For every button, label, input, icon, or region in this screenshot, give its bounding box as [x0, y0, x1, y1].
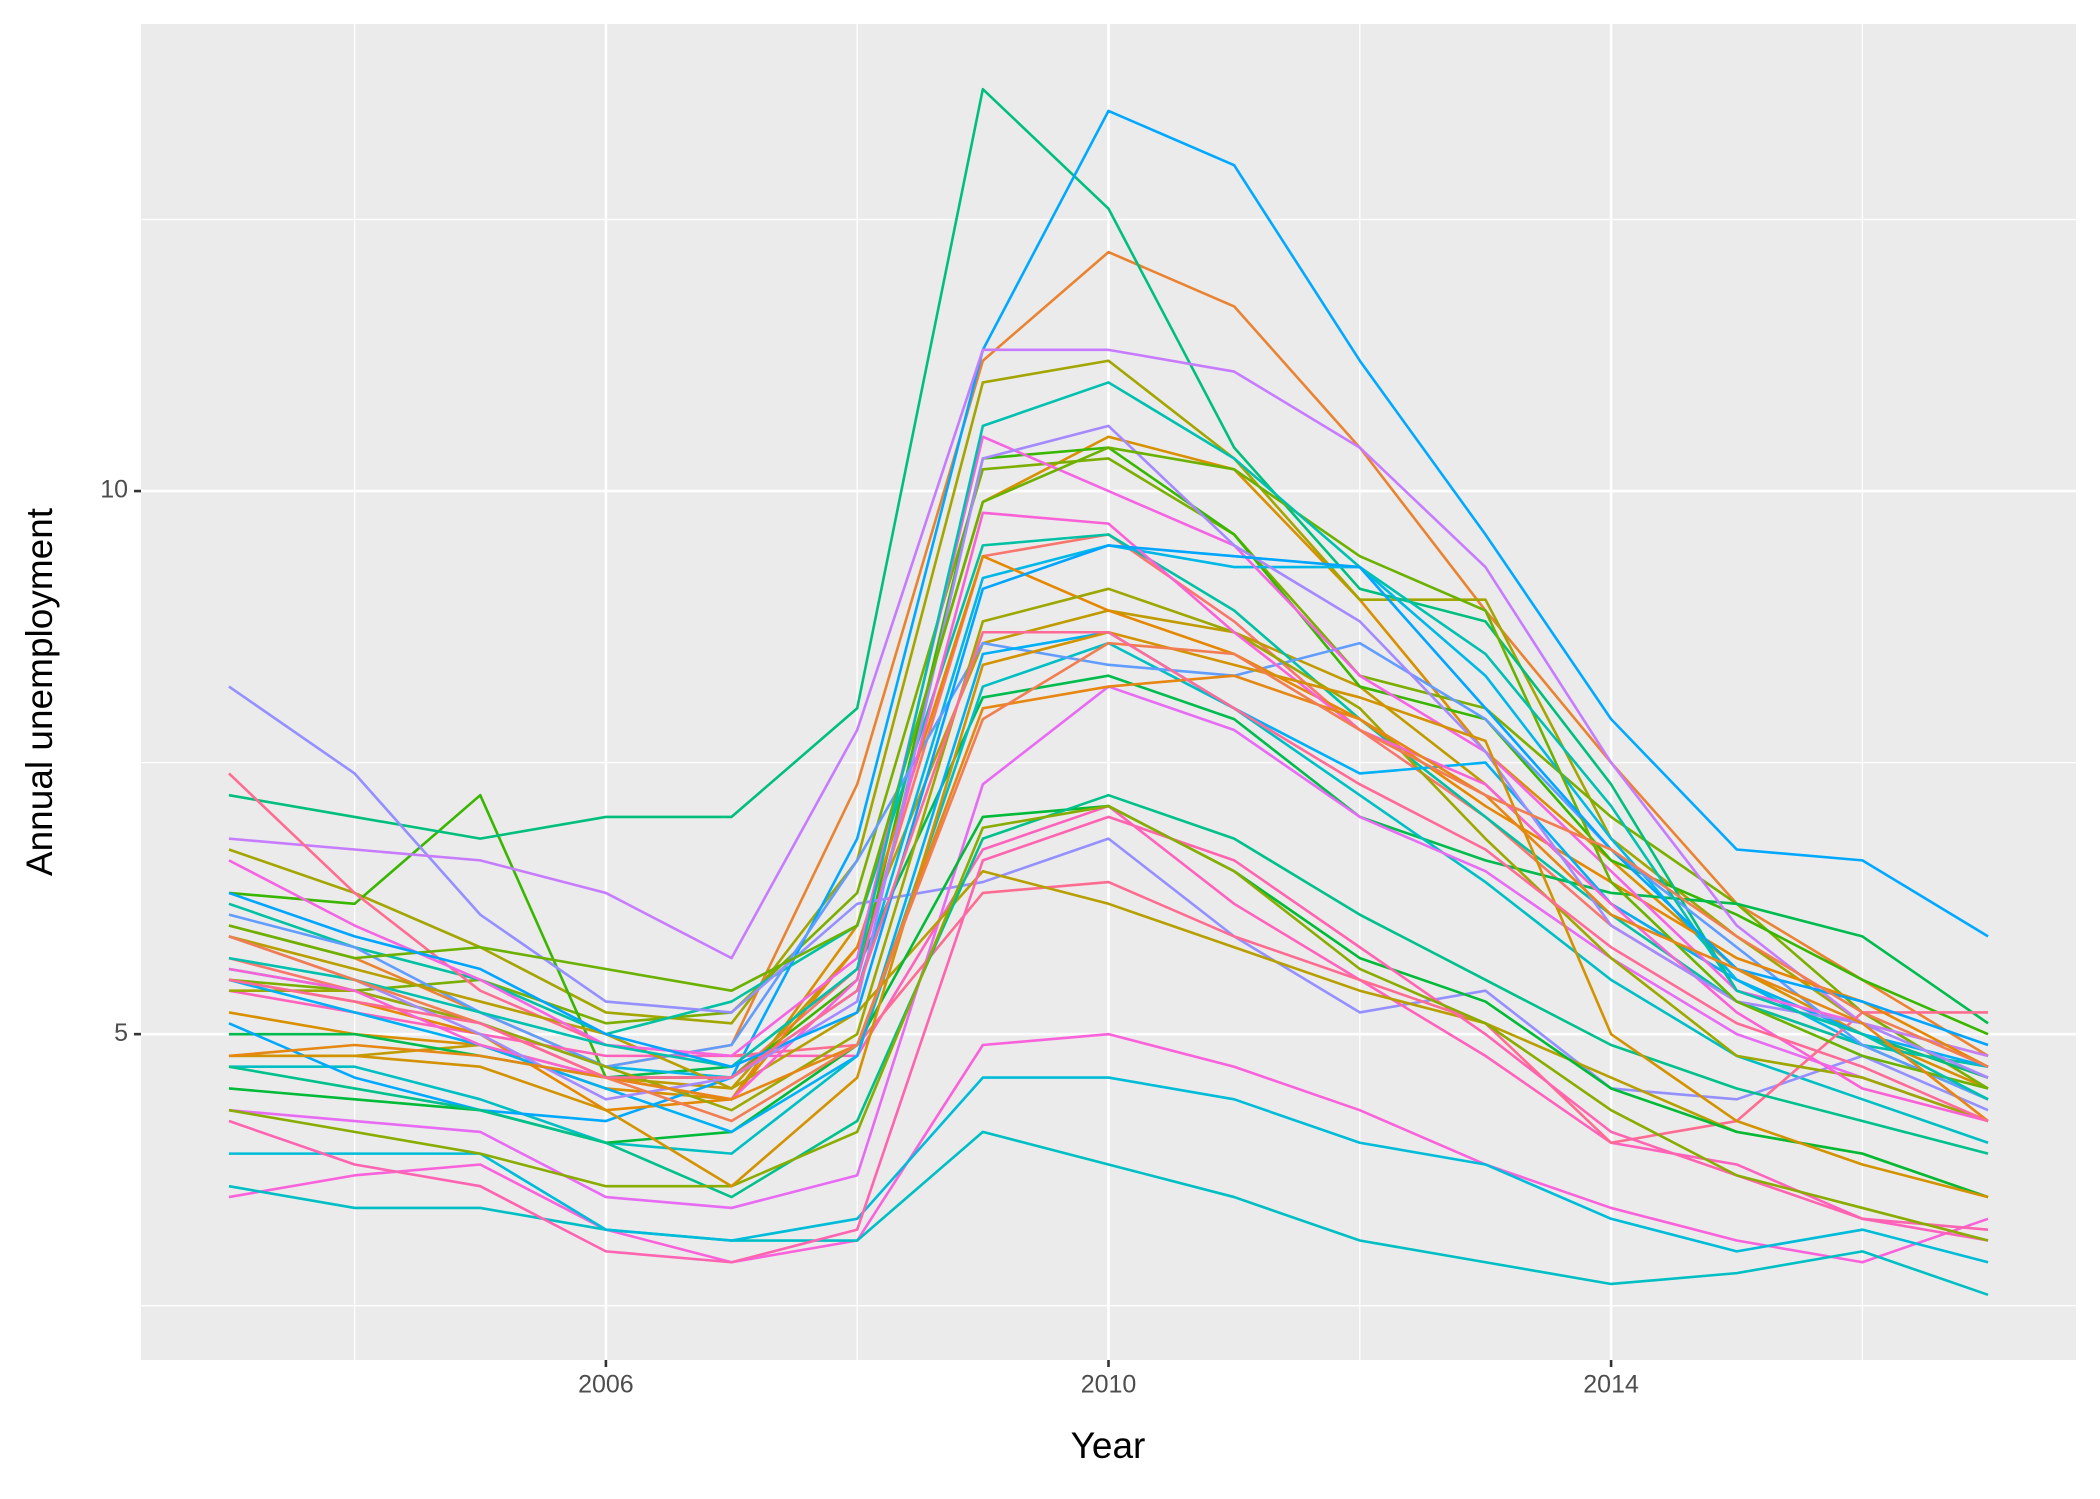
x-axis-title: Year [1071, 1425, 1146, 1466]
series-line [228, 587, 1989, 1123]
series-line [228, 869, 1989, 1199]
series-line [228, 446, 1989, 1090]
series-line [228, 348, 1989, 1058]
series-line [228, 815, 1989, 1264]
series-line [228, 359, 1989, 1058]
x-tick-label: 2006 [578, 1371, 634, 1399]
series-line [228, 772, 1989, 1145]
series-line [228, 109, 1989, 1123]
series-line [228, 674, 1989, 1123]
series-line [228, 641, 1989, 1101]
y-axis-title: Annual unemployment [19, 507, 60, 876]
series-line [228, 424, 1989, 1101]
y-tick-label: 5 [114, 1019, 128, 1047]
series-line [228, 1032, 1989, 1264]
series-line [228, 1130, 1989, 1297]
series-line [228, 793, 1989, 1199]
series-line [228, 87, 1989, 1079]
series-line [228, 685, 1989, 1112]
x-tick-label: 2014 [1583, 1371, 1639, 1399]
series-line [228, 544, 1989, 1069]
series-line [228, 1076, 1989, 1264]
series-line [228, 533, 1989, 1069]
series-line [228, 804, 1989, 1242]
y-tick-label: 10 [100, 476, 128, 504]
x-tick-label: 2010 [1081, 1371, 1137, 1399]
series-line [228, 457, 1989, 1090]
series-line [228, 630, 1989, 1123]
